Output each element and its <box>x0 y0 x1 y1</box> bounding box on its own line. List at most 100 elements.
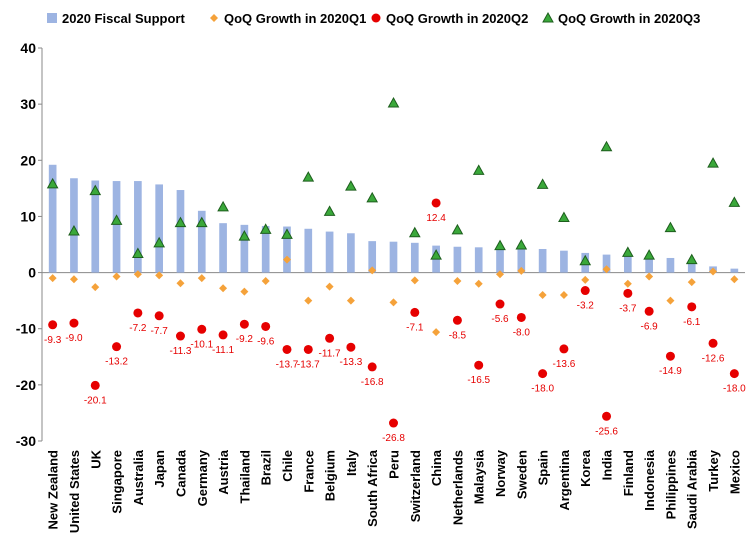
diamond-marker <box>517 266 526 275</box>
bar <box>538 248 547 273</box>
bar <box>730 268 739 273</box>
diamond-marker <box>410 276 419 285</box>
bar <box>155 184 164 273</box>
triangle-marker <box>132 247 144 258</box>
x-tick-label: Chile <box>280 450 295 482</box>
legend-label: QoQ Growth in 2020Q1 <box>224 11 366 26</box>
triangle-marker <box>728 196 741 207</box>
y-tick-label: 20 <box>20 152 36 168</box>
triangle-marker <box>558 211 570 223</box>
diamond-marker <box>602 265 611 274</box>
data-label: -11.1 <box>212 345 234 356</box>
triangle-marker <box>89 184 102 196</box>
diamond-marker <box>645 272 654 281</box>
data-label: -25.6 <box>595 426 618 437</box>
circle-marker <box>602 411 612 421</box>
data-label: -13.7 <box>297 359 320 370</box>
x-tick-label: Norway <box>493 449 508 497</box>
diamond-marker <box>197 274 206 283</box>
triangle-marker <box>46 177 59 189</box>
bar <box>474 247 483 273</box>
bar <box>283 226 291 273</box>
bar <box>687 260 696 273</box>
diamond-marker <box>389 298 398 307</box>
bar <box>602 254 611 273</box>
bar <box>240 224 249 273</box>
circle-marker <box>69 318 79 328</box>
x-tick-label: Turkey <box>706 449 721 491</box>
triangle-marker <box>387 96 400 108</box>
triangle-marker <box>494 239 506 251</box>
triangle-marker <box>664 221 677 233</box>
bar <box>368 241 377 273</box>
legend-marker <box>210 14 218 22</box>
x-tick-label: Austria <box>216 449 231 495</box>
y-tick-label: 30 <box>20 96 36 112</box>
data-label: -9.6 <box>257 336 275 347</box>
x-tick-label: Thailand <box>237 450 252 504</box>
diamond-marker <box>368 266 377 275</box>
x-tick-label: Saudi Arabia <box>685 449 700 529</box>
diamond-marker <box>48 274 57 283</box>
data-label: -20.1 <box>84 395 107 406</box>
x-tick-label: China <box>429 449 444 486</box>
data-label: -18.0 <box>531 384 554 395</box>
diamond-marker <box>453 276 462 285</box>
triangle-marker <box>515 239 528 250</box>
x-tick-label: Philippines <box>663 450 678 519</box>
y-tick-label: 40 <box>20 40 36 56</box>
circle-marker <box>708 338 718 348</box>
data-label: -13.6 <box>553 359 576 370</box>
triangle-marker <box>408 226 421 238</box>
bar <box>389 241 398 273</box>
x-tick-label: Canada <box>173 449 188 497</box>
circle-marker <box>133 308 143 318</box>
circle-marker <box>580 286 590 296</box>
bar <box>325 231 334 273</box>
diamond-marker <box>666 296 675 305</box>
triangle-marker <box>536 178 549 189</box>
x-tick-label: Switzerland <box>408 450 423 522</box>
bar <box>134 181 142 273</box>
data-label: -3.2 <box>577 301 595 312</box>
diamond-marker <box>69 275 78 284</box>
data-label: -26.8 <box>382 433 405 444</box>
circle-marker <box>325 333 335 343</box>
data-label: -8.0 <box>513 327 531 338</box>
diamond-marker <box>496 270 505 279</box>
bar <box>176 190 185 273</box>
circle-marker <box>538 369 548 379</box>
triangle-marker <box>600 140 613 152</box>
circle-marker <box>197 324 207 334</box>
data-label: -9.0 <box>65 333 83 344</box>
x-tick-label: UK <box>88 449 103 468</box>
data-label: -12.6 <box>702 353 725 364</box>
bar <box>453 246 462 273</box>
diamond-marker <box>325 282 334 291</box>
bar <box>560 250 568 273</box>
data-label: -3.7 <box>619 303 637 314</box>
data-label: -9.2 <box>236 334 254 345</box>
y-tick-label: 10 <box>20 208 36 224</box>
triangle-marker <box>472 164 485 175</box>
bar <box>410 242 419 273</box>
triangle-marker <box>345 180 357 191</box>
data-label: -14.9 <box>659 366 682 377</box>
triangle-marker <box>110 214 123 225</box>
data-label: -7.2 <box>129 323 147 334</box>
bar <box>347 233 355 273</box>
diamond-marker <box>219 284 228 293</box>
x-tick-label: Australia <box>131 449 146 505</box>
x-tick-label: Germany <box>195 449 210 506</box>
circle-marker <box>623 288 633 298</box>
x-tick-label: Italy <box>344 449 359 476</box>
diamond-marker <box>581 275 590 284</box>
x-tick-label: Korea <box>578 449 593 487</box>
data-label: -13.2 <box>105 357 128 368</box>
circle-marker <box>559 344 569 354</box>
x-tick-label: Brazil <box>259 450 274 485</box>
legend-label: 2020 Fiscal Support <box>62 11 185 26</box>
x-tick-label: Spain <box>536 450 551 485</box>
x-tick-label: Peru <box>387 450 402 479</box>
triangle-marker <box>643 249 655 260</box>
